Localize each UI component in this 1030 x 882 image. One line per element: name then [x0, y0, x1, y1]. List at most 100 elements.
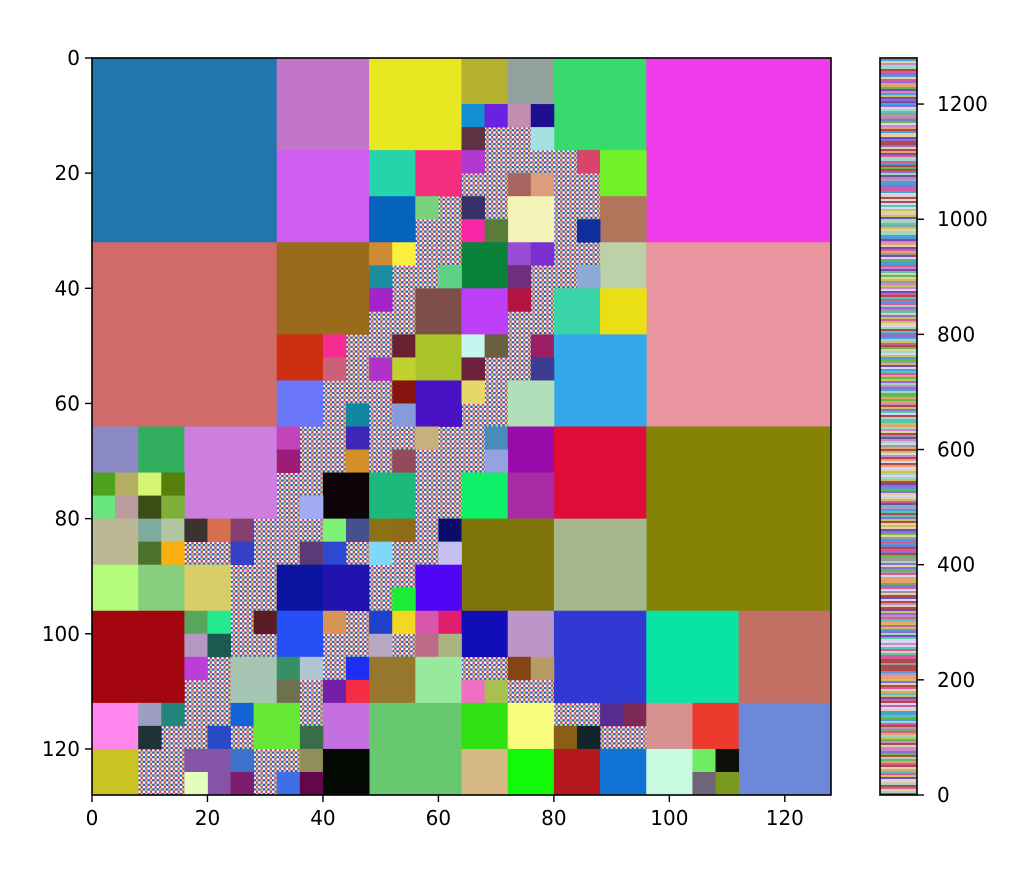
colorbar-stripe [880, 597, 917, 599]
region-cell [530, 173, 555, 197]
colorbar-stripe [880, 741, 917, 743]
colorbar-stripe [880, 351, 917, 353]
colorbar-stripe [880, 311, 917, 313]
region-cell [369, 265, 393, 289]
region-cell [161, 541, 185, 566]
region-cell [461, 127, 485, 151]
colorbar-stripe [880, 261, 917, 263]
region-cell [369, 702, 462, 795]
colorbar-stripe [880, 425, 917, 427]
region-cell [322, 357, 347, 381]
region-cell [484, 679, 509, 704]
region-cell [253, 610, 278, 635]
colorbar-stripe [880, 623, 917, 625]
region-cell [369, 196, 416, 243]
colorbar-stripe [880, 215, 917, 217]
colorbar-stripe [880, 711, 917, 713]
colorbar-stripe [880, 355, 917, 357]
colorbar-stripe [880, 475, 917, 477]
colorbar-stripe [880, 559, 917, 561]
region-cell [530, 242, 555, 266]
colorbar-stripe [880, 551, 917, 553]
colorbar-stripe [880, 405, 917, 407]
colorbar-stripe [880, 125, 917, 127]
colorbar-stripe [880, 469, 917, 471]
colorbar-stripe [880, 197, 917, 199]
region-cell [415, 656, 462, 704]
region-cell [415, 610, 439, 635]
colorbar-stripe [880, 599, 917, 601]
colorbar-stripe [880, 707, 917, 709]
colorbar-stripe [880, 63, 917, 65]
colorbar-stripe [880, 611, 917, 613]
region-cell [553, 334, 647, 427]
colorbar-stripe [880, 529, 917, 531]
colorbar-stripe [880, 449, 917, 451]
region-cell [576, 219, 601, 243]
colorbar-stripe [880, 641, 917, 643]
colorbar-stripe [880, 777, 917, 779]
region-cell [553, 748, 601, 795]
colorbar-stripe [880, 515, 917, 517]
colorbar-stripe [880, 667, 917, 669]
region-cell [461, 610, 509, 658]
region-cell [276, 334, 324, 381]
region-cell [369, 288, 393, 312]
colorbar-stripe [880, 333, 917, 335]
colorbar-stripe [880, 135, 917, 137]
region-cell [346, 656, 370, 681]
colorbar-stripe [880, 783, 917, 785]
colorbar-stripe [880, 277, 917, 279]
region-cell [484, 219, 509, 243]
region-cell [322, 610, 347, 635]
y-tick-label: 120 [42, 737, 80, 761]
colorbar-stripe [880, 403, 917, 405]
colorbar-stripe [880, 637, 917, 639]
region-cell [276, 449, 301, 473]
colorbar-stripe [880, 241, 917, 243]
region-cell [207, 518, 231, 543]
colorbar-stripe [880, 385, 917, 387]
region-cell [392, 380, 416, 404]
colorbar-stripe [880, 273, 917, 275]
region-cell [600, 702, 624, 727]
region-cell [184, 426, 278, 520]
colorbar-stripe [880, 527, 917, 529]
colorbar-stripe [880, 613, 917, 615]
region-cell [346, 426, 370, 450]
region-cell [322, 679, 347, 704]
region-cell [415, 380, 462, 427]
colorbar-stripe [880, 593, 917, 595]
colorbar-tick-label: 600 [937, 438, 975, 462]
colorbar-stripe [880, 229, 917, 231]
colorbar-stripe [880, 397, 917, 399]
colorbar-stripe [880, 297, 917, 299]
colorbar-stripe [880, 465, 917, 467]
colorbar-stripe [880, 537, 917, 539]
colorbar-stripe [880, 251, 917, 253]
colorbar-stripe [880, 631, 917, 633]
region-cell [392, 449, 416, 473]
region-cell [461, 380, 485, 404]
colorbar-stripe [880, 97, 917, 99]
colorbar-stripe [880, 317, 917, 319]
region-cell [92, 426, 139, 473]
colorbar-stripe [880, 411, 917, 413]
region-cell [161, 518, 185, 543]
colorbar-stripe [880, 123, 917, 125]
colorbar-stripe [880, 729, 917, 731]
region-cell [299, 495, 324, 520]
colorbar-stripe [880, 719, 917, 721]
colorbar-stripe [880, 759, 917, 761]
colorbar-stripe [880, 673, 917, 675]
y-tick-label: 40 [55, 276, 80, 300]
colorbar-stripe [880, 765, 917, 767]
colorbar-stripe [880, 375, 917, 377]
colorbar-stripe [880, 531, 917, 533]
region-cell [507, 242, 532, 266]
region-cell [184, 771, 208, 795]
colorbar-stripe [880, 151, 917, 153]
colorbar-stripe [880, 259, 917, 261]
colorbar-stripe [880, 739, 917, 741]
colorbar-tick-label: 400 [937, 553, 975, 577]
